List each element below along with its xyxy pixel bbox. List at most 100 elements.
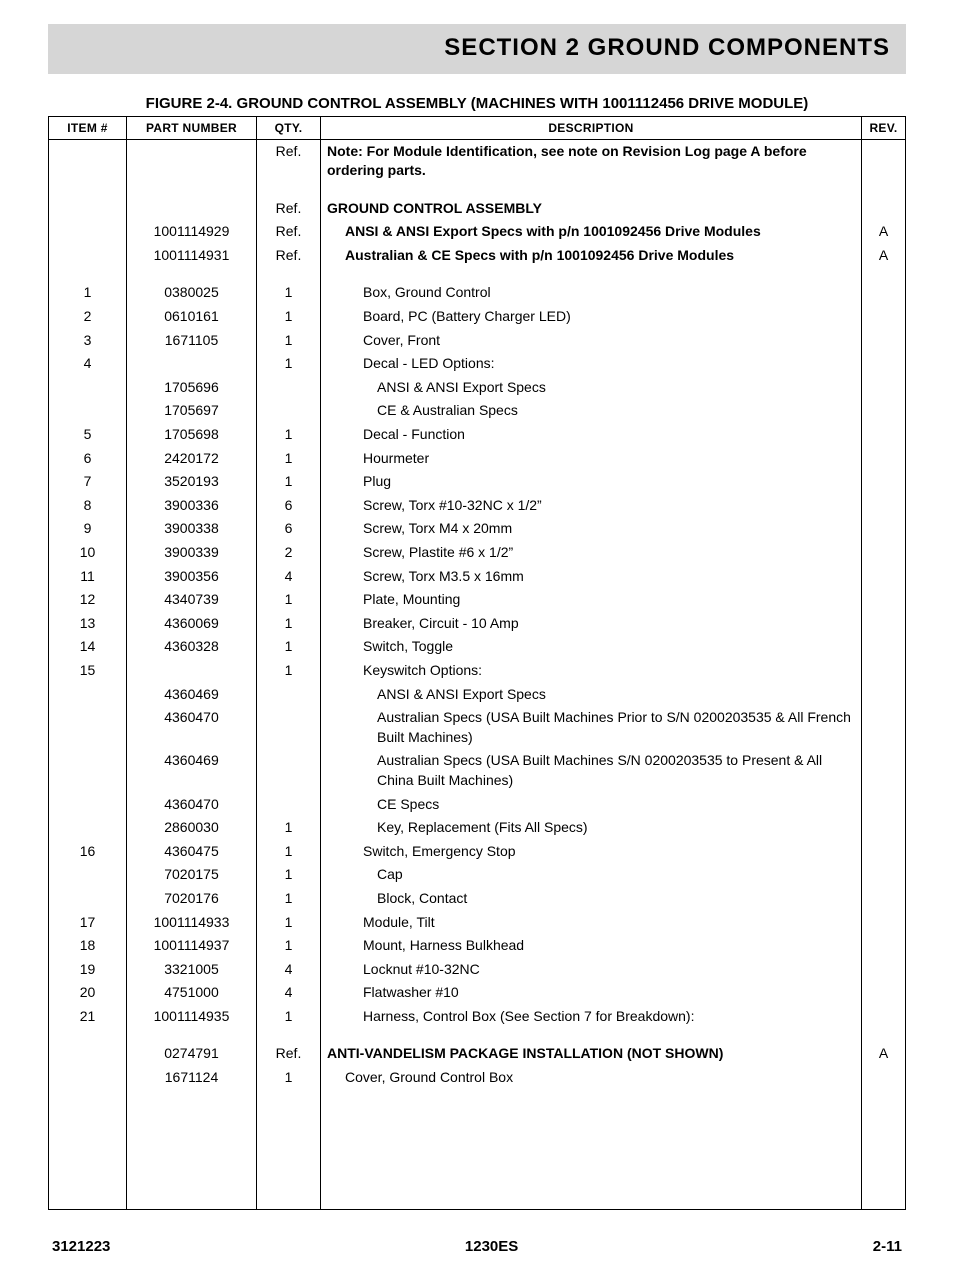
cell-item bbox=[49, 683, 127, 707]
cell-qty: 1 bbox=[257, 1066, 321, 1090]
cell-rev bbox=[862, 399, 906, 423]
cell-rev bbox=[862, 911, 906, 935]
cell-rev bbox=[862, 840, 906, 864]
cell-rev bbox=[862, 470, 906, 494]
cell-description: ANSI & ANSI Export Specs with p/n 100109… bbox=[321, 220, 862, 244]
cell-part: 0380025 bbox=[127, 281, 257, 305]
cell-qty: Ref. bbox=[257, 220, 321, 244]
cell-item: 13 bbox=[49, 612, 127, 636]
cell-qty bbox=[257, 749, 321, 792]
cell-part: 0610161 bbox=[127, 305, 257, 329]
cell-description: CE Specs bbox=[321, 793, 862, 817]
table-row: 1710011149331Module, Tilt bbox=[49, 911, 906, 935]
cell-part: 2860030 bbox=[127, 816, 257, 840]
cell-description: ANSI & ANSI Export Specs bbox=[321, 683, 862, 707]
cell-rev bbox=[862, 197, 906, 221]
table-row: 517056981Decal - Function bbox=[49, 423, 906, 447]
cell-qty: 1 bbox=[257, 911, 321, 935]
table-row: 1933210054Locknut #10-32NC bbox=[49, 958, 906, 982]
cell-part: 4360469 bbox=[127, 683, 257, 707]
table-row: 624201721Hourmeter bbox=[49, 447, 906, 471]
cell-rev bbox=[862, 139, 906, 183]
cell-qty: 1 bbox=[257, 635, 321, 659]
cell-rev bbox=[862, 749, 906, 792]
table-row: 1443603281Switch, Toggle bbox=[49, 635, 906, 659]
cell-rev bbox=[862, 1066, 906, 1090]
cell-item bbox=[49, 197, 127, 221]
table-row: 28600301Key, Replacement (Fits All Specs… bbox=[49, 816, 906, 840]
cell-rev bbox=[862, 517, 906, 541]
cell-qty: 1 bbox=[257, 612, 321, 636]
cell-rev bbox=[862, 494, 906, 518]
cell-rev: A bbox=[862, 244, 906, 268]
cell-part: 3900356 bbox=[127, 565, 257, 589]
cell-item: 20 bbox=[49, 981, 127, 1005]
cell-qty: Ref. bbox=[257, 139, 321, 183]
table-row: 1139003564Screw, Torx M3.5 x 16mm bbox=[49, 565, 906, 589]
cell-qty: 1 bbox=[257, 659, 321, 683]
table-row: 1643604751Switch, Emergency Stop bbox=[49, 840, 906, 864]
cell-description: Plug bbox=[321, 470, 862, 494]
table-row bbox=[49, 1028, 906, 1042]
cell-rev bbox=[862, 863, 906, 887]
cell-qty: 4 bbox=[257, 565, 321, 589]
cell-item bbox=[49, 793, 127, 817]
cell-description: Decal - LED Options: bbox=[321, 352, 862, 376]
table-row: 4360470CE Specs bbox=[49, 793, 906, 817]
cell-rev bbox=[862, 281, 906, 305]
cell-description: GROUND CONTROL ASSEMBLY bbox=[321, 197, 862, 221]
cell-rev bbox=[862, 423, 906, 447]
cell-description: Australian & CE Specs with p/n 100109245… bbox=[321, 244, 862, 268]
cell-part: 4360328 bbox=[127, 635, 257, 659]
table-row: 1001114931Ref.Australian & CE Specs with… bbox=[49, 244, 906, 268]
cell-description: Cap bbox=[321, 863, 862, 887]
cell-item: 10 bbox=[49, 541, 127, 565]
cell-rev bbox=[862, 541, 906, 565]
cell-qty: 4 bbox=[257, 981, 321, 1005]
cell-qty: 1 bbox=[257, 887, 321, 911]
cell-description: Cover, Front bbox=[321, 329, 862, 353]
cell-description: Key, Replacement (Fits All Specs) bbox=[321, 816, 862, 840]
col-item: ITEM # bbox=[49, 116, 127, 139]
table-row: 1343600691Breaker, Circuit - 10 Amp bbox=[49, 612, 906, 636]
cell-description: Flatwasher #10 bbox=[321, 981, 862, 1005]
cell-part: 3321005 bbox=[127, 958, 257, 982]
cell-part: 4360475 bbox=[127, 840, 257, 864]
table-row: 70201751Cap bbox=[49, 863, 906, 887]
cell-qty: 6 bbox=[257, 494, 321, 518]
cell-item: 17 bbox=[49, 911, 127, 935]
cell-part: 1671105 bbox=[127, 329, 257, 353]
cell-part: 4360470 bbox=[127, 706, 257, 749]
cell-description: Plate, Mounting bbox=[321, 588, 862, 612]
cell-part: 4360469 bbox=[127, 749, 257, 792]
cell-description: Harness, Control Box (See Section 7 for … bbox=[321, 1005, 862, 1029]
cell-part: 1705697 bbox=[127, 399, 257, 423]
cell-part: 1671124 bbox=[127, 1066, 257, 1090]
cell-qty: 1 bbox=[257, 423, 321, 447]
table-row: 4360469 ANSI & ANSI Export Specs bbox=[49, 683, 906, 707]
table-row: 151Keyswitch Options: bbox=[49, 659, 906, 683]
cell-description: Breaker, Circuit - 10 Amp bbox=[321, 612, 862, 636]
cell-description: Block, Contact bbox=[321, 887, 862, 911]
cell-part: 3900336 bbox=[127, 494, 257, 518]
cell-part: 1001114937 bbox=[127, 934, 257, 958]
cell-rev bbox=[862, 376, 906, 400]
table-row: 206101611Board, PC (Battery Charger LED) bbox=[49, 305, 906, 329]
table-row bbox=[49, 267, 906, 281]
cell-part: 7020175 bbox=[127, 863, 257, 887]
table-row: Ref.GROUND CONTROL ASSEMBLY bbox=[49, 197, 906, 221]
cell-qty: 1 bbox=[257, 470, 321, 494]
table-row: 1001114929Ref.ANSI & ANSI Export Specs w… bbox=[49, 220, 906, 244]
table-row: 839003366Screw, Torx #10-32NC x 1/2” bbox=[49, 494, 906, 518]
cell-qty: 1 bbox=[257, 840, 321, 864]
cell-item bbox=[49, 749, 127, 792]
cell-item: 12 bbox=[49, 588, 127, 612]
cell-item: 4 bbox=[49, 352, 127, 376]
cell-qty bbox=[257, 793, 321, 817]
cell-description: Mount, Harness Bulkhead bbox=[321, 934, 862, 958]
cell-item: 2 bbox=[49, 305, 127, 329]
cell-item bbox=[49, 1042, 127, 1066]
cell-qty: 4 bbox=[257, 958, 321, 982]
cell-qty bbox=[257, 706, 321, 749]
cell-part bbox=[127, 139, 257, 183]
